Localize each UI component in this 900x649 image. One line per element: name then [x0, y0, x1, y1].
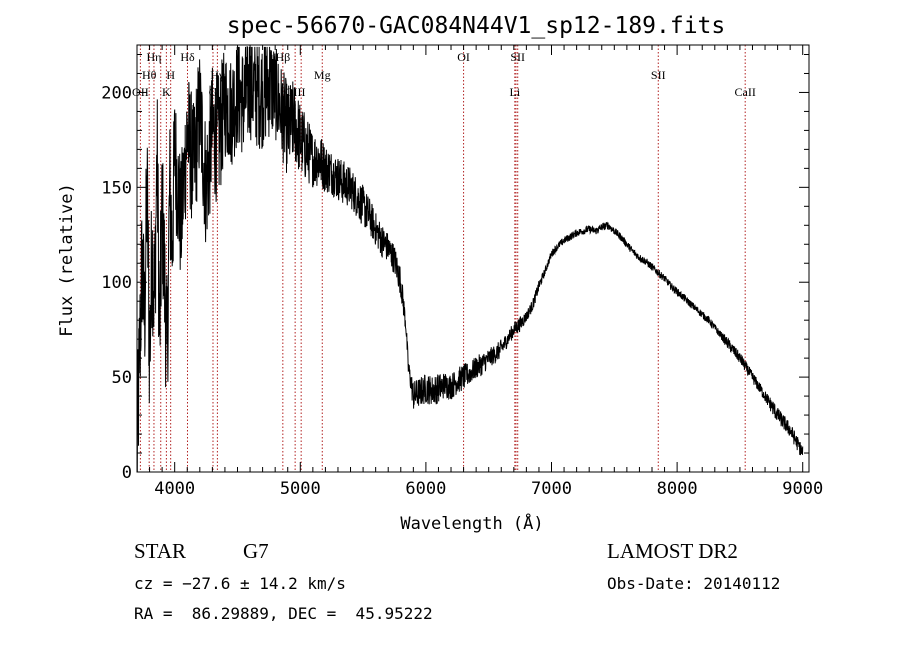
- plot-frame: [136, 44, 810, 473]
- spectral-line-label: Hθ: [142, 68, 157, 82]
- x-tick-label: 5000: [280, 479, 321, 499]
- x-tick-label: 9000: [782, 479, 823, 499]
- object-class: STAR: [134, 539, 186, 563]
- ra-dec: RA = 86.29889, DEC = 45.95222: [134, 604, 433, 623]
- spectral-line-label: G: [209, 85, 218, 99]
- redshift-cz: cz = −27.6 ± 14.2 km/s: [134, 574, 346, 593]
- y-axis: 0 50 100 150 200: [101, 53, 809, 483]
- y-tick-label: 150: [101, 178, 132, 198]
- chart-title: spec-56670-GAC084N44V1_sp12-189.fits: [227, 13, 726, 39]
- spectral-line-label: H: [166, 68, 175, 82]
- spectral-line-label: K: [162, 85, 171, 99]
- spectral-line-label: Mg: [314, 68, 331, 82]
- y-tick-label: 50: [112, 368, 132, 388]
- y-tick-label: 200: [101, 83, 132, 103]
- y-axis-label: Flux (relative): [57, 183, 77, 337]
- y-tick-label: 0: [122, 463, 132, 483]
- y-tick-label: 100: [101, 273, 132, 293]
- survey-name: LAMOST DR2: [607, 539, 738, 563]
- spectral-line-label: SII: [651, 68, 666, 82]
- spectral-line-label: SII: [510, 50, 525, 64]
- x-axis: 4000 5000 6000 7000 8000 9000: [149, 45, 823, 499]
- spectral-line-label: Hδ: [180, 50, 195, 64]
- spectral-line-label: Hη: [146, 50, 161, 64]
- x-axis-label: Wavelength (Å): [400, 512, 543, 534]
- spectral-line-label: CaII: [735, 85, 756, 99]
- spectrum-line: [136, 46, 804, 473]
- spectral-line-label: Li: [509, 85, 520, 99]
- x-tick-label: 6000: [405, 479, 446, 499]
- spectral-line-label: Hβ: [275, 50, 290, 64]
- x-tick-label: 7000: [531, 479, 572, 499]
- spectral-line-label: OI: [457, 50, 470, 64]
- x-tick-label: 4000: [154, 479, 195, 499]
- obs-date: Obs-Date: 20140112: [607, 574, 781, 593]
- spectrum-series: [136, 46, 804, 473]
- x-tick-label: 8000: [657, 479, 698, 499]
- object-subclass: G7: [243, 539, 269, 563]
